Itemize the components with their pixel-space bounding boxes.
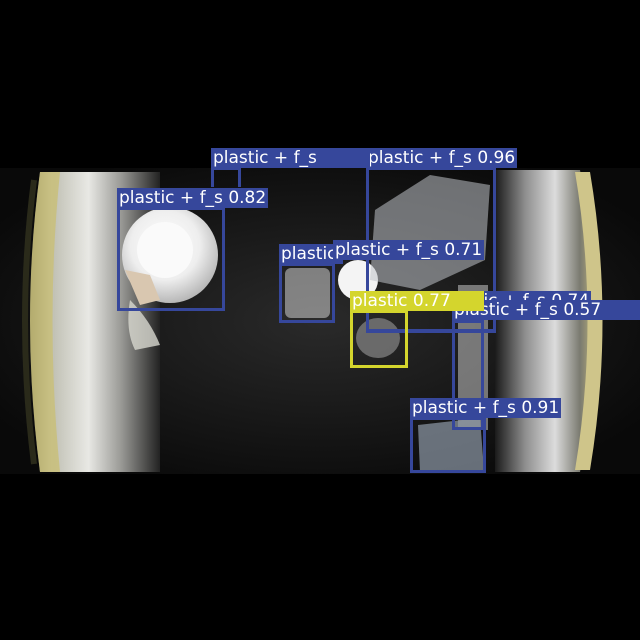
detection-box [366,311,496,333]
detection-box [279,263,335,323]
right-flange [495,170,595,472]
detection-label: plastic + f_s 0.96 [366,148,518,168]
detection-label: plastic + f_s [211,148,370,168]
plastic-bag [418,418,484,472]
detection-box [117,207,225,311]
detection-box [410,417,486,473]
detection-label: plastic + f_s 0.71 [279,244,343,264]
detection-label: plastic 0.77 [350,291,484,311]
detection-box [452,320,484,430]
clear-container [285,268,330,318]
detection-label: plastic + f_s 0.57 [452,300,640,320]
detection-box [350,310,408,368]
clamshell [370,175,490,290]
detection-label: plastic + f_s 0.71 [333,240,485,260]
detection-label: plastic + f_s 0.82 [117,188,269,208]
detection-box [211,167,241,187]
detection-label: plastic + f_s 0.91 [410,398,562,418]
